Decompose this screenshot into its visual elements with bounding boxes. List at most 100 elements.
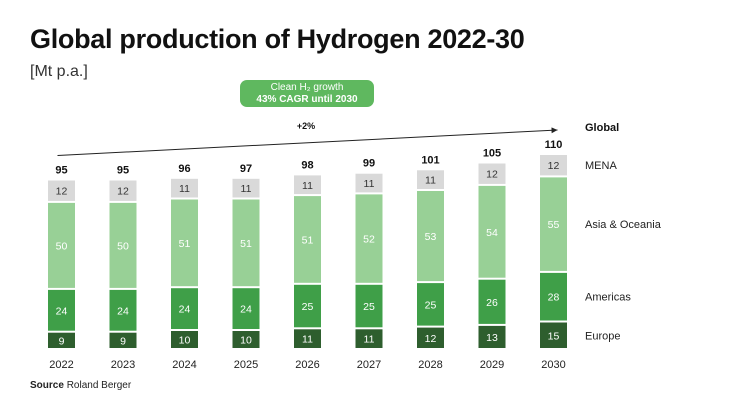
data-label: 52 [363, 234, 375, 246]
growth-arrow [57, 127, 558, 156]
total-label: 95 [117, 165, 129, 177]
total-label: 101 [421, 154, 439, 166]
x-tick-label: 2029 [480, 359, 504, 371]
chart-title: Global production of Hydrogen 2022-30 [30, 24, 525, 54]
bar-segment-americas-2029 [478, 279, 506, 324]
bar-segment-asia-oceania-2024 [171, 199, 198, 287]
bar-segment-americas-2022 [48, 289, 75, 331]
source-text: Roland Berger [66, 380, 132, 391]
growth-callout: Clean H₂ growth 43% CAGR until 2030 [240, 80, 374, 107]
legend-global: Global [585, 122, 619, 134]
data-label: 10 [179, 335, 191, 347]
source-label: Source [30, 380, 64, 391]
growth-rate-label: +2% [297, 121, 315, 131]
bar-segment-europe-2030 [540, 322, 567, 348]
data-label: 12 [117, 186, 129, 198]
bar-segment-americas-2024 [171, 288, 198, 329]
bar-segment-mena-2025 [232, 178, 260, 198]
bar-segment-mena-2023 [109, 180, 137, 201]
bar-segment-europe-2023 [109, 332, 137, 348]
bar-segment-asia-oceania-2022 [48, 202, 75, 288]
data-label: 24 [56, 305, 68, 317]
legend-item-mena: MENA [585, 160, 617, 172]
bar-segment-mena-2022 [48, 180, 75, 201]
data-label: 11 [302, 180, 313, 192]
bar-segment-europe-2025 [232, 331, 260, 348]
bar-segment-europe-2028 [417, 327, 444, 348]
data-label: 24 [117, 305, 129, 317]
bar-segment-americas-2025 [232, 288, 260, 329]
total-label: 97 [240, 163, 252, 175]
data-label: 24 [240, 304, 252, 316]
x-tick-label: 2028 [418, 359, 442, 371]
legend-item-americas: Americas [585, 292, 631, 304]
data-label: 12 [56, 186, 68, 198]
data-label: 25 [363, 301, 375, 313]
bar-segment-americas-2030 [540, 272, 567, 321]
bar-segment-mena-2028 [417, 170, 444, 189]
data-label: 11 [302, 334, 313, 346]
x-tick-label: 2024 [172, 359, 196, 371]
bar-segment-asia-oceania-2029 [478, 185, 506, 278]
bar-segment-americas-2027 [355, 284, 383, 328]
data-label: 24 [179, 304, 191, 316]
data-label: 12 [425, 333, 437, 345]
bar-segment-americas-2026 [294, 284, 321, 328]
x-tick-label: 2026 [295, 359, 319, 371]
data-label: 11 [179, 183, 190, 195]
bar-segment-asia-oceania-2028 [417, 191, 444, 282]
data-label: 26 [486, 297, 498, 309]
data-label: 12 [486, 169, 498, 181]
x-tick-label: 2023 [111, 359, 135, 371]
bar-segment-europe-2027 [355, 329, 383, 348]
source-note: Source Roland Berger [30, 380, 131, 391]
x-tick-label: 2022 [49, 359, 73, 371]
bar-segment-asia-oceania-2023 [109, 202, 137, 288]
unit-label: [Mt p.a.] [30, 63, 88, 80]
total-label: 98 [301, 159, 313, 171]
data-label: 11 [241, 183, 252, 195]
total-label: 96 [178, 163, 190, 175]
data-label: 51 [240, 238, 252, 250]
data-label: 54 [486, 227, 498, 239]
data-label: 12 [548, 160, 560, 172]
data-label: 11 [364, 334, 375, 346]
bar-segment-mena-2029 [478, 163, 506, 184]
legend-item-europe: Europe [585, 330, 620, 342]
total-label: 110 [545, 139, 563, 151]
total-label: 105 [483, 148, 501, 160]
x-tick-label: 2025 [234, 359, 258, 371]
total-label: 95 [55, 165, 67, 177]
data-label: 13 [486, 332, 498, 344]
bar-segment-asia-oceania-2026 [294, 196, 321, 283]
bar-segment-asia-oceania-2030 [540, 177, 567, 271]
data-label: 11 [425, 175, 436, 187]
bar-segment-asia-oceania-2025 [232, 199, 260, 287]
data-label: 15 [548, 330, 560, 342]
x-tick-label: 2027 [357, 359, 381, 371]
bar-segment-europe-2024 [171, 331, 198, 348]
callout-line-1: Clean H₂ growth [270, 82, 344, 93]
bar-segment-mena-2027 [355, 173, 383, 193]
bar-segment-asia-oceania-2027 [355, 194, 383, 283]
data-label: 25 [302, 301, 314, 313]
bar-segment-mena-2030 [540, 155, 567, 176]
data-label: 9 [120, 335, 126, 347]
data-label: 25 [425, 299, 437, 311]
bar-segment-europe-2029 [478, 325, 506, 348]
data-label: 55 [548, 219, 560, 231]
bar-segment-europe-2026 [294, 329, 321, 348]
data-label: 9 [59, 335, 65, 347]
data-label: 50 [117, 240, 129, 252]
data-label: 51 [302, 234, 314, 246]
bar-segment-americas-2023 [109, 289, 137, 331]
bar-segment-europe-2022 [48, 332, 75, 348]
total-label: 99 [363, 158, 375, 170]
data-label: 53 [425, 231, 437, 243]
data-label: 28 [548, 292, 560, 304]
data-label: 10 [240, 335, 252, 347]
bar-segment-mena-2024 [171, 178, 198, 198]
callout-line-2: 43% CAGR until 2030 [256, 94, 358, 105]
